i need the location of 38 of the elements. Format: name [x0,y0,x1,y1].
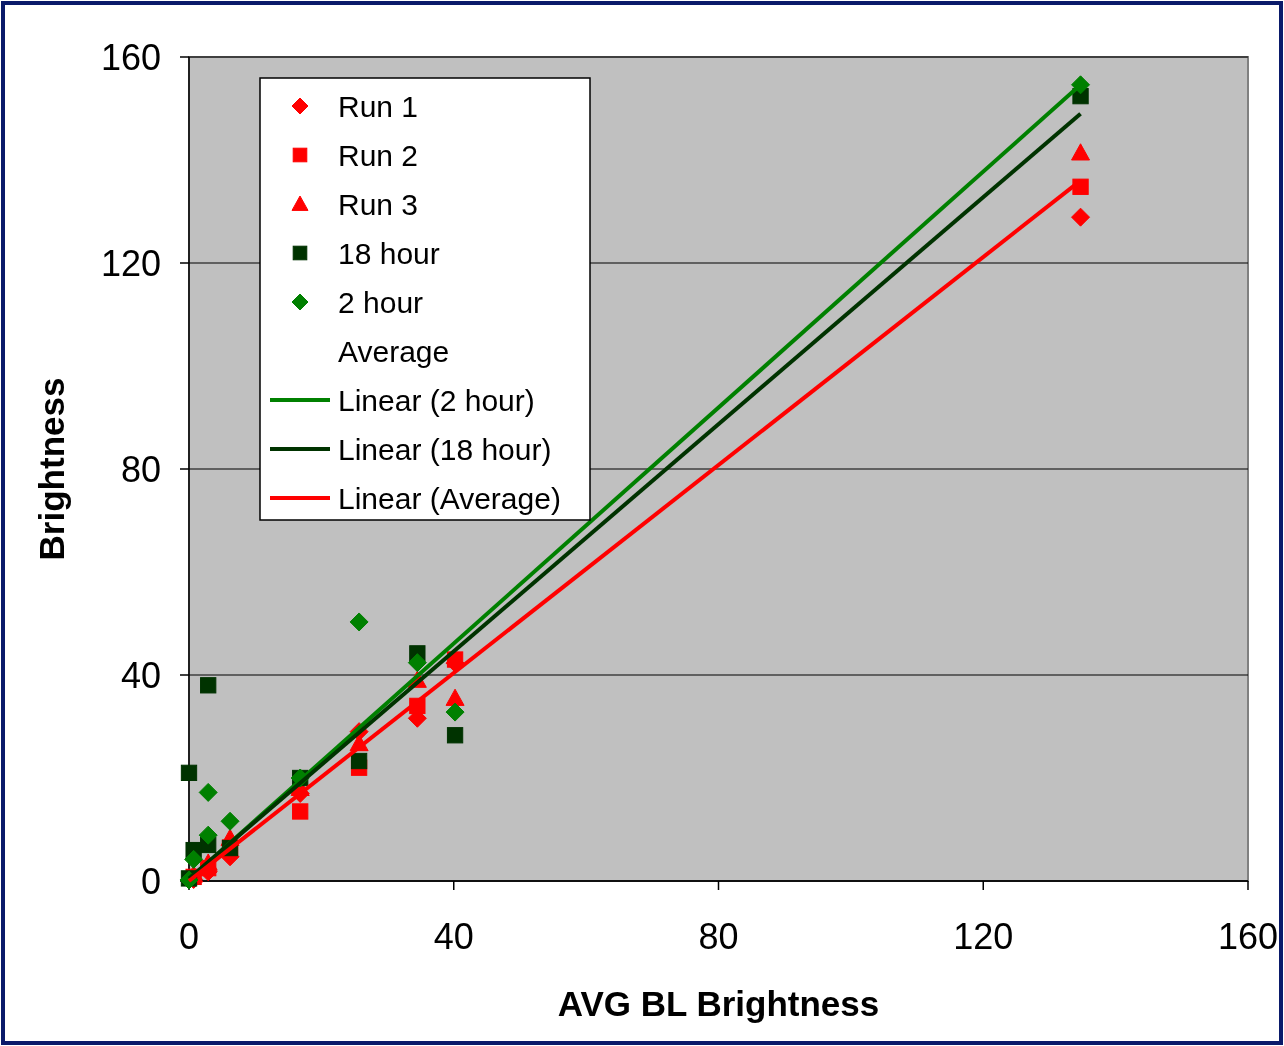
legend-label: Linear (Average) [338,481,561,515]
point [220,811,240,831]
x-tick-label: 160 [1217,916,1279,957]
point [1071,207,1091,227]
y-tick-label: 120 [100,242,161,284]
y-tick-label: 40 [120,654,161,696]
y-tick-label: 160 [100,36,161,78]
legend-label: Linear (18 hour) [338,432,552,466]
y-tick-label: 80 [120,448,161,490]
point [445,702,465,722]
point [1072,178,1089,195]
point [198,825,218,845]
legend-label: Run 3 [338,187,419,221]
point [184,849,204,869]
point [292,803,309,820]
point [407,653,427,673]
annotation: Average [338,334,450,368]
x-tick-label: 40 [433,916,474,957]
x-tick-label: 0 [178,916,200,957]
x-tick-label: 80 [698,916,739,957]
x-axis-title: AVG BL Brightness [557,984,880,1023]
y-tick-label: 0 [140,860,161,902]
point [350,752,368,770]
point [180,764,198,781]
legend-label: 2 hour [338,285,424,319]
y-axis-title: Brightness [32,377,71,561]
legend-label: Run 2 [338,138,419,172]
point [445,688,465,706]
point [349,612,369,632]
x-tick-label: 120 [953,916,1014,957]
legend-label: Run 1 [338,89,419,123]
legend-label: Linear (2 hour) [338,383,535,417]
point [1071,75,1091,95]
point [446,727,464,744]
point [1071,143,1091,161]
legend-label: 18 hour [338,236,440,270]
point [198,782,218,802]
point [200,677,217,694]
